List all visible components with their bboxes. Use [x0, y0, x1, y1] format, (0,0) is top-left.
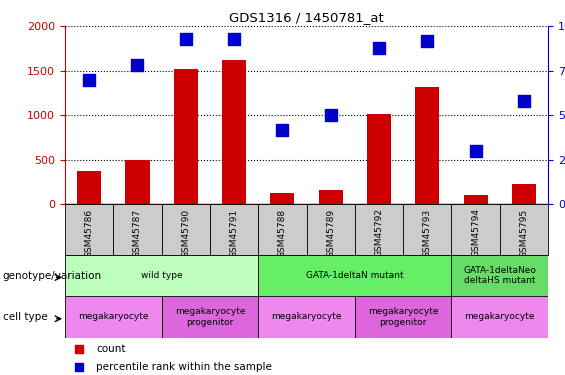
Point — [229, 36, 238, 42]
Point — [278, 127, 287, 133]
Text: GSM45795: GSM45795 — [519, 209, 528, 258]
Bar — [65, 204, 113, 255]
Bar — [451, 204, 499, 255]
Text: megakaryocyte: megakaryocyte — [271, 312, 342, 321]
Bar — [162, 204, 210, 255]
Bar — [258, 255, 451, 296]
Point — [423, 38, 432, 44]
Bar — [355, 296, 451, 338]
Text: megakaryocyte
progenitor: megakaryocyte progenitor — [175, 307, 245, 327]
Bar — [77, 171, 101, 204]
Bar — [162, 296, 258, 338]
Bar — [415, 87, 440, 204]
Bar — [306, 204, 355, 255]
Bar — [65, 296, 162, 338]
Bar — [65, 255, 258, 296]
Point — [434, 121, 443, 127]
Bar — [222, 60, 246, 204]
Text: megakaryocyte: megakaryocyte — [78, 312, 149, 321]
Bar — [173, 69, 198, 204]
Bar — [403, 204, 451, 255]
Bar — [258, 204, 306, 255]
Text: megakaryocyte
progenitor: megakaryocyte progenitor — [368, 307, 438, 327]
Text: GATA-1deltaNeo
deltaHS mutant: GATA-1deltaNeo deltaHS mutant — [463, 266, 536, 285]
Bar — [512, 184, 536, 204]
Point — [375, 45, 384, 51]
Bar — [319, 190, 343, 204]
Bar — [451, 255, 548, 296]
Point — [434, 283, 443, 289]
Text: cell type: cell type — [3, 312, 47, 322]
Text: count: count — [97, 344, 126, 354]
Bar — [125, 160, 150, 204]
Text: GATA-1deltaN mutant: GATA-1deltaN mutant — [306, 271, 403, 280]
Text: GSM45793: GSM45793 — [423, 209, 432, 258]
Bar — [355, 204, 403, 255]
Text: wild type: wild type — [141, 271, 182, 280]
Bar — [270, 193, 294, 204]
Text: GSM45789: GSM45789 — [326, 209, 335, 258]
Text: GSM45794: GSM45794 — [471, 209, 480, 257]
Point — [85, 77, 94, 83]
Text: GSM45790: GSM45790 — [181, 209, 190, 258]
Text: genotype/variation: genotype/variation — [3, 271, 102, 280]
Point — [519, 98, 528, 104]
Bar — [258, 296, 355, 338]
Bar — [113, 204, 162, 255]
Bar — [210, 204, 258, 255]
Point — [181, 36, 190, 42]
Title: GDS1316 / 1450781_at: GDS1316 / 1450781_at — [229, 11, 384, 24]
Text: megakaryocyte: megakaryocyte — [464, 312, 535, 321]
Point — [133, 62, 142, 68]
Point — [471, 148, 480, 154]
Bar — [451, 296, 548, 338]
Text: GSM45786: GSM45786 — [85, 209, 94, 258]
Bar — [499, 204, 548, 255]
Text: GSM45792: GSM45792 — [375, 209, 384, 257]
Text: GSM45791: GSM45791 — [229, 209, 238, 258]
Bar — [463, 195, 488, 204]
Point — [326, 112, 335, 118]
Text: GSM45787: GSM45787 — [133, 209, 142, 258]
Bar — [367, 114, 391, 204]
Text: GSM45788: GSM45788 — [278, 209, 287, 258]
Text: percentile rank within the sample: percentile rank within the sample — [97, 362, 272, 372]
